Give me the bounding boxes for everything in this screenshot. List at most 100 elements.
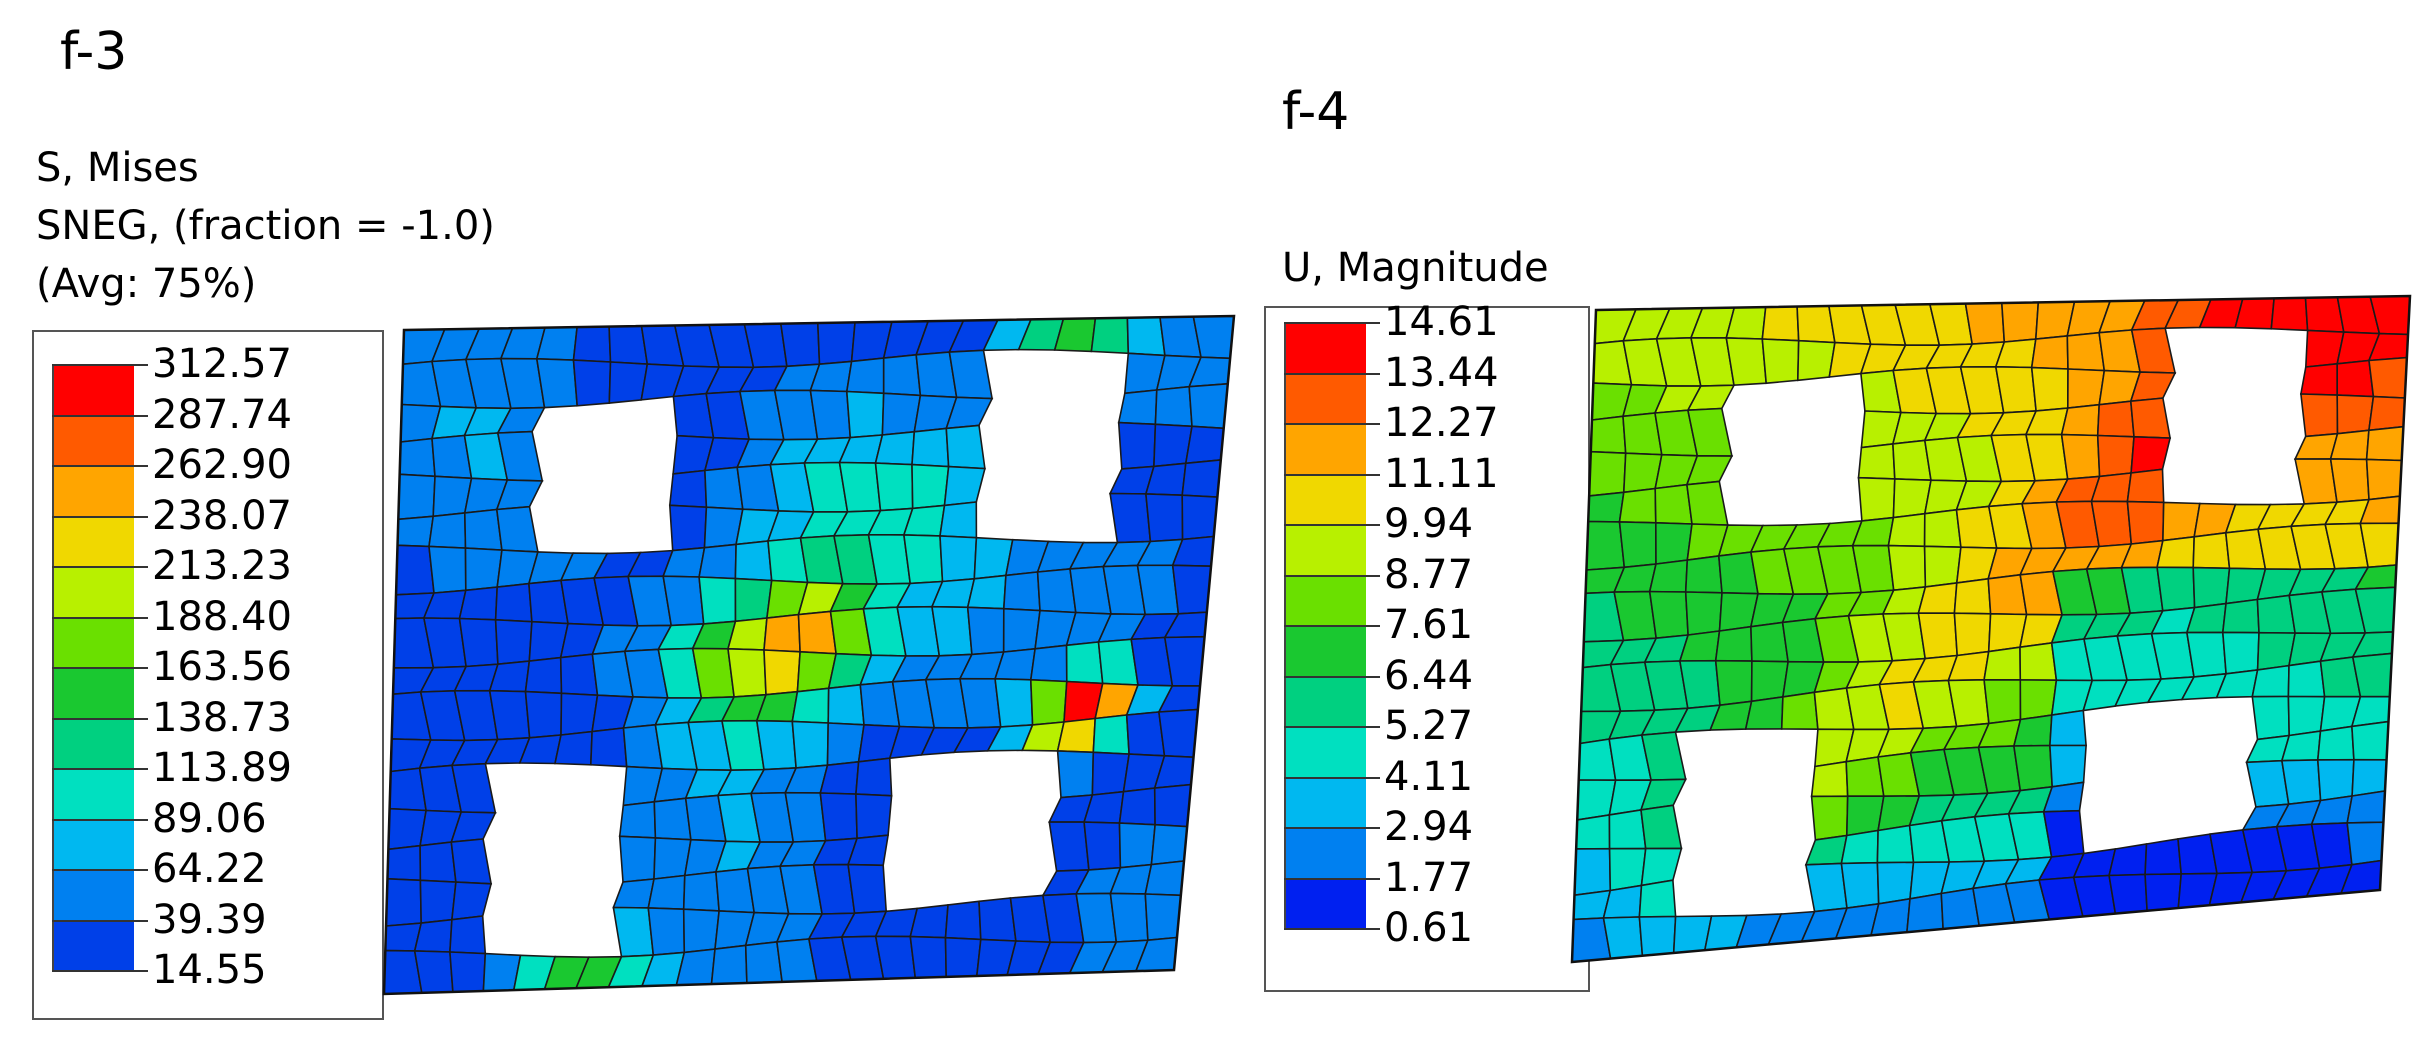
- mesh-element: [902, 534, 944, 585]
- mesh-element: [2090, 500, 2133, 548]
- mesh-element: [2192, 566, 2231, 609]
- legend-swatch: [54, 566, 134, 617]
- mesh-element: [1744, 695, 1784, 730]
- mesh-element: [2129, 397, 2172, 439]
- legend-tick-mark: [52, 616, 148, 619]
- legend-swatch: [54, 869, 134, 920]
- mesh-element: [495, 505, 539, 553]
- mesh-element: [419, 841, 457, 883]
- mesh-element: [2108, 873, 2148, 915]
- mesh-element: [911, 427, 950, 468]
- legend-tick-mark: [52, 414, 148, 417]
- mesh-element: [1608, 808, 1647, 850]
- mesh-element: [398, 437, 436, 478]
- mesh-element: [2316, 725, 2355, 761]
- legend-tick-label: 64.22: [152, 846, 267, 892]
- mesh-element: [2351, 720, 2390, 761]
- mesh-element: [1994, 365, 2037, 414]
- mesh-element: [1618, 487, 1657, 524]
- mesh-element: [2108, 843, 2148, 877]
- mesh-element: [2019, 679, 2058, 721]
- mesh-element: [1906, 892, 1944, 934]
- mesh-element: [662, 575, 705, 627]
- mesh-element: [966, 606, 1005, 656]
- legend-tick-label: 213.23: [152, 543, 292, 589]
- legend-tick-mark: [1284, 372, 1380, 375]
- mesh-element: [449, 915, 487, 955]
- displacement-contour-plot: [1570, 294, 2412, 964]
- mesh-element: [668, 469, 708, 509]
- legend-tick-label: 312.57: [152, 341, 292, 387]
- mesh-element: [2365, 458, 2403, 501]
- mesh-element: [2221, 631, 2260, 675]
- legend-tick-label: 5.27: [1384, 703, 1474, 749]
- mesh-element: [784, 791, 827, 843]
- mesh-element: [1887, 512, 1926, 548]
- mesh-element: [1136, 564, 1180, 616]
- mesh-element: [647, 874, 686, 911]
- mesh-element: [396, 515, 435, 548]
- mesh-element: [2030, 335, 2069, 370]
- mesh-element: [779, 322, 821, 368]
- legend-title-line-1: S, Mises: [36, 145, 199, 191]
- legend-tick-mark: [1284, 877, 1380, 880]
- mesh-element: [1029, 678, 1068, 726]
- mesh-element: [1150, 823, 1189, 866]
- mesh-element: [1761, 305, 1800, 342]
- mesh-element: [1602, 916, 1644, 960]
- mesh-element: [450, 838, 493, 885]
- mesh-element: [1654, 521, 1693, 565]
- mesh-element: [1876, 824, 1915, 864]
- mesh-element: [2156, 535, 2196, 569]
- mesh-element: [1684, 554, 1723, 594]
- mesh-element: [1780, 691, 1819, 731]
- mesh-element: [464, 547, 503, 592]
- mesh-element: [931, 605, 973, 657]
- legend-tick-label: 13.44: [1384, 349, 1499, 396]
- mesh-element: [1109, 492, 1152, 544]
- legend-swatch: [54, 667, 134, 718]
- legend-swatch: [1286, 473, 1366, 524]
- mesh-element: [710, 944, 748, 985]
- legend-swatch: [1286, 675, 1366, 726]
- mesh-element: [909, 935, 948, 979]
- mesh-element: [1714, 659, 1753, 707]
- mesh-element: [2351, 652, 2393, 698]
- mesh-element: [1840, 829, 1879, 865]
- mesh-element: [948, 349, 994, 400]
- mesh-element: [944, 936, 982, 978]
- legend-tick-mark: [52, 970, 148, 972]
- mesh-element: [1857, 443, 1896, 480]
- mesh-element: [2294, 458, 2338, 505]
- legend-swatch: [54, 364, 134, 415]
- mesh-element: [1117, 421, 1157, 470]
- mesh-element: [1589, 415, 1627, 455]
- legend-tick-mark: [52, 818, 148, 821]
- mesh-element: [413, 918, 453, 953]
- mesh-element: [763, 613, 801, 653]
- legend-tick-label: 163.56: [152, 644, 292, 690]
- mesh-element: [1171, 564, 1212, 615]
- mesh-element: [704, 466, 744, 511]
- mesh-element: [1002, 571, 1041, 612]
- mesh-element: [2280, 759, 2322, 806]
- mesh-element: [458, 586, 499, 621]
- mesh-element: [744, 941, 784, 984]
- plate-outline: [1570, 294, 2412, 964]
- mesh-element: [1092, 714, 1130, 755]
- mesh-element: [845, 390, 885, 439]
- mesh-element: [535, 357, 579, 409]
- mesh-element: [874, 935, 917, 980]
- mesh-element: [458, 617, 499, 668]
- legend-swatch: [1286, 322, 1366, 373]
- mesh-element: [554, 730, 593, 766]
- legend-tick-label: 262.90: [152, 442, 292, 488]
- panel-label-f4: f-4: [1282, 82, 1350, 142]
- mesh-element: [1714, 625, 1753, 662]
- mesh-element: [2299, 362, 2339, 396]
- mesh-element: [1876, 861, 1915, 905]
- legend-title-line-3: (Avg: 75%): [36, 261, 257, 307]
- legend-tick-label: 7.61: [1384, 602, 1474, 648]
- legend-swatch: [1286, 625, 1366, 676]
- mesh-element: [653, 797, 692, 841]
